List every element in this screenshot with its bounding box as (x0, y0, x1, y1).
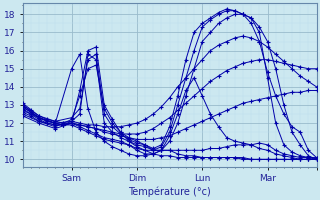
X-axis label: Température (°c): Température (°c) (128, 186, 211, 197)
